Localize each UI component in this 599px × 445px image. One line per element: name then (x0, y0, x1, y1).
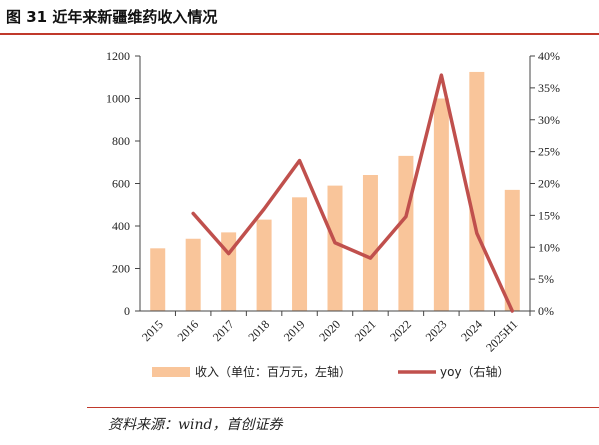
x-tick-label: 2024 (458, 317, 485, 344)
bar-2021 (362, 175, 378, 311)
bar-2016 (185, 238, 201, 311)
x-tick-label: 2023 (423, 317, 450, 344)
legend-label-revenue: 收入（单位：百万元，左轴） (195, 364, 351, 379)
chart-title: 图 31 近年来新疆维药收入情况 (6, 8, 218, 26)
right-tick-label: 30% (538, 113, 560, 127)
x-tick-label: 2019 (281, 317, 308, 344)
right-tick-label: 25% (538, 145, 560, 159)
right-tick-label: 20% (538, 177, 560, 191)
left-tick-label: 200 (112, 262, 130, 276)
bar-2015 (150, 248, 166, 311)
left-tick-label: 400 (112, 219, 130, 233)
bar-2020 (327, 185, 343, 311)
left-tick-label: 1000 (106, 92, 130, 106)
x-tick-label: 2022 (387, 317, 414, 344)
bar-2023 (433, 98, 449, 311)
bar-2017 (221, 232, 237, 311)
x-tick-label: 2017 (210, 317, 237, 344)
source-note: 资料来源：wind，首创证券 (108, 417, 283, 433)
right-tick-label: 10% (538, 240, 560, 254)
bar-2025H1 (504, 189, 520, 311)
bar-2022 (398, 155, 414, 311)
right-tick-label: 35% (538, 81, 560, 95)
legend-swatch-revenue (152, 367, 190, 377)
x-tick-label: 2015 (139, 317, 166, 344)
line-series (191, 73, 515, 313)
source-divider (87, 407, 599, 408)
bar-2019 (292, 197, 308, 311)
x-tick-label: 2018 (245, 317, 272, 344)
right-tick-label: 40% (538, 49, 560, 63)
x-tick-label: 2021 (352, 317, 379, 344)
x-tick-label: 2025H1 (483, 317, 520, 354)
bar-2024 (469, 71, 485, 311)
legend-label-yoy: yoy（右轴） (440, 364, 510, 379)
title-divider (0, 33, 599, 35)
left-tick-label: 600 (112, 177, 130, 191)
legend: 收入（单位：百万元，左轴） yoy（右轴） (152, 364, 510, 379)
bar-2018 (256, 219, 272, 311)
x-tick-label: 2016 (174, 317, 201, 344)
left-tick-label: 1200 (106, 49, 130, 63)
yoy-line (191, 73, 515, 313)
x-tick-label: 2020 (316, 317, 343, 344)
right-tick-label: 15% (538, 208, 560, 222)
left-tick-label: 800 (112, 134, 130, 148)
left-tick-label: 0 (124, 304, 130, 318)
right-tick-label: 5% (538, 272, 554, 286)
bar-series (150, 71, 520, 311)
right-tick-label: 0% (538, 304, 554, 318)
